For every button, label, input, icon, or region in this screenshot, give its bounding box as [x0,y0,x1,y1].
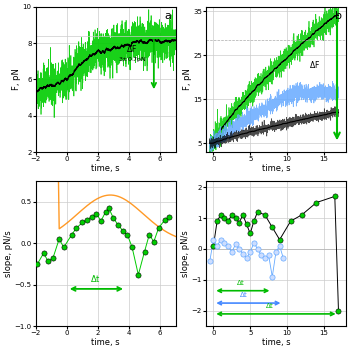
Point [98,218,104,224]
Point [255,246,260,252]
Point [50,256,56,261]
Point [74,225,79,231]
Point [273,249,279,255]
Point [146,232,152,238]
Point [218,237,224,243]
X-axis label: time, s: time, s [91,164,120,173]
Point [277,237,282,243]
Point [247,249,253,255]
Point [162,217,168,223]
Point [222,240,227,246]
Point [151,239,157,244]
Point [135,272,141,278]
Point [46,259,51,264]
Point [41,250,47,256]
Point [207,259,212,264]
Point [280,256,286,261]
Point [156,225,161,231]
Y-axis label: F, pN: F, pN [12,68,21,90]
Text: $\Delta$t: $\Delta$t [265,301,274,310]
Point [299,212,304,218]
Point [262,256,268,261]
Point [80,220,85,225]
Point [61,245,66,250]
Point [236,220,242,225]
Point [214,243,220,249]
Point [106,206,112,211]
Point [214,218,220,224]
Text: 3$\pm$0.7pN: 3$\pm$0.7pN [118,55,147,64]
Point [233,215,238,221]
Y-axis label: slope, pN/s: slope, pN/s [4,230,13,277]
Point [336,308,341,314]
Point [125,232,130,238]
Point [84,217,90,223]
Point [142,249,147,254]
Point [240,251,246,256]
Point [129,245,135,250]
Point [222,215,227,221]
Point [211,237,216,243]
Text: $\Delta$t: $\Delta$t [90,273,101,284]
Point [266,252,271,258]
Point [89,214,95,219]
Text: $\Delta$t: $\Delta$t [236,278,245,286]
Point [244,221,249,227]
Point [262,212,268,218]
Point [229,249,234,255]
Point [103,209,108,214]
Point [255,209,260,215]
Point [56,236,62,242]
Point [236,246,242,252]
Text: $\Delta$F: $\Delta$F [309,59,320,70]
Text: $\Delta$F: $\Delta$F [126,43,137,54]
Point [244,256,249,261]
Point [251,218,257,224]
Point [35,261,40,267]
Point [111,216,116,221]
Point [167,214,172,219]
Point [270,274,275,280]
Point [258,252,264,258]
Point [251,240,257,246]
Point [288,218,293,224]
Point [225,243,231,249]
Point [229,212,234,218]
Point [211,243,216,249]
X-axis label: time, s: time, s [91,338,120,347]
Text: $\Delta$t: $\Delta$t [239,290,248,299]
Text: a: a [164,11,172,21]
Point [120,228,126,233]
Point [69,232,74,238]
Point [277,243,282,249]
X-axis label: time, s: time, s [262,338,290,347]
Point [218,212,224,218]
X-axis label: time, s: time, s [262,164,290,173]
Point [270,225,275,230]
Y-axis label: slope, pN/s: slope, pN/s [181,230,190,277]
Point [233,241,238,247]
Point [225,218,231,224]
Point [116,222,121,228]
Point [240,212,246,218]
Y-axis label: F, pN: F, pN [183,68,192,90]
Point [93,211,99,217]
Text: b: b [335,11,342,21]
Point [332,193,338,199]
Point [314,200,319,205]
Point [247,231,253,236]
